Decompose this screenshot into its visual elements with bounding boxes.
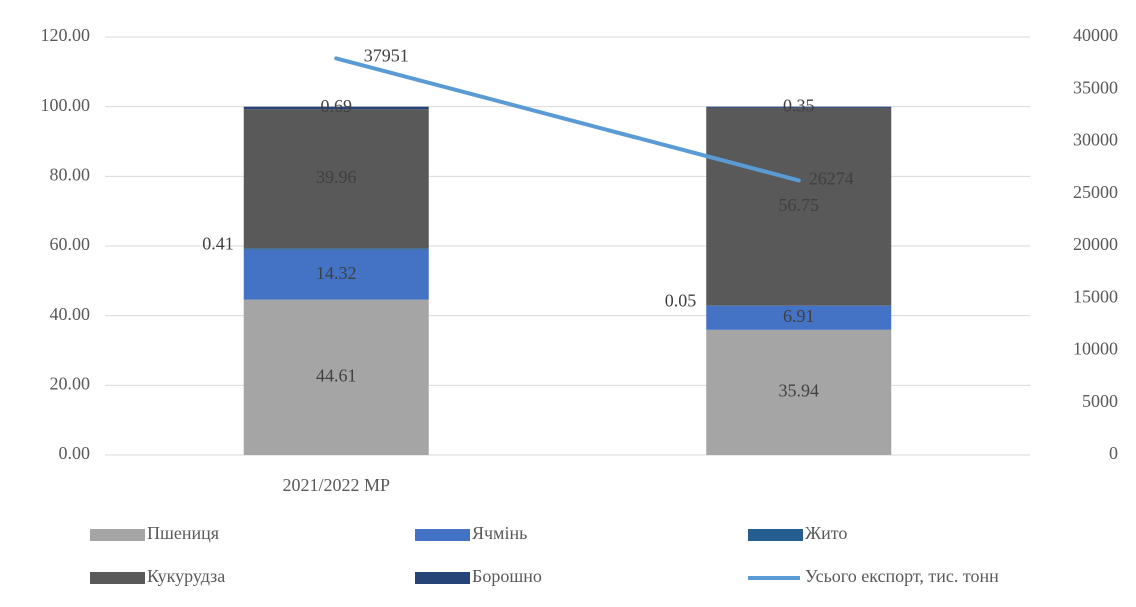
bar-segment — [706, 305, 892, 330]
bar-segment — [243, 248, 429, 250]
bar-segment — [243, 109, 429, 249]
y-tick-label: 0.00 — [59, 443, 91, 463]
legend-label: Жито — [805, 523, 847, 543]
y-tick-label: 80.00 — [50, 164, 91, 184]
legend-swatch — [90, 572, 145, 584]
data-label: 37951 — [364, 46, 409, 66]
bar-segment — [706, 107, 892, 306]
legend-label: Кукурудза — [147, 566, 225, 586]
bar-segment — [243, 299, 429, 455]
y-tick-label: 20.00 — [50, 373, 91, 393]
bar-segment — [706, 329, 892, 455]
data-label: 56.75 — [779, 195, 820, 215]
y2-tick-label: 35000 — [1073, 77, 1118, 97]
legend-swatch — [415, 572, 470, 584]
y2-tick-label: 0 — [1109, 443, 1118, 463]
y-tick-label: 100.00 — [41, 95, 91, 115]
legend-label: Усього експорт, тис. тонн — [805, 566, 999, 586]
data-label: 0.69 — [321, 96, 353, 116]
legend-label: Пшениця — [147, 523, 219, 543]
bar-segment — [243, 106, 429, 110]
data-label: 0.41 — [202, 233, 234, 253]
bar-segment — [706, 106, 892, 108]
y2-tick-label: 20000 — [1073, 234, 1118, 254]
data-label: 35.94 — [779, 381, 820, 401]
legend-swatch — [415, 529, 470, 541]
legend-label: Борошно — [472, 566, 542, 586]
y2-tick-label: 10000 — [1073, 339, 1118, 359]
legend-label: Ячмінь — [472, 523, 527, 543]
legend-swatch — [748, 529, 803, 541]
data-label: 14.32 — [316, 263, 357, 283]
data-label: 0.05 — [665, 291, 697, 311]
y2-tick-label: 40000 — [1073, 25, 1118, 45]
y2-tick-label: 5000 — [1082, 391, 1118, 411]
line-series — [334, 56, 801, 183]
data-label: 6.91 — [783, 306, 815, 326]
y-tick-label: 120.00 — [41, 25, 91, 45]
y-tick-label: 40.00 — [50, 304, 91, 324]
data-label: 44.61 — [316, 365, 357, 385]
y2-tick-label: 30000 — [1073, 130, 1118, 150]
data-label: 0.35 — [783, 95, 815, 115]
x-tick-label: 2021/2022 МР — [282, 475, 390, 495]
data-label: 39.96 — [316, 167, 357, 187]
y2-tick-label: 25000 — [1073, 182, 1118, 202]
y-tick-label: 60.00 — [50, 234, 91, 254]
legend-swatch — [90, 529, 145, 541]
y2-tick-label: 15000 — [1073, 286, 1118, 306]
data-label: 26274 — [809, 169, 854, 189]
bar-segment — [243, 249, 429, 300]
